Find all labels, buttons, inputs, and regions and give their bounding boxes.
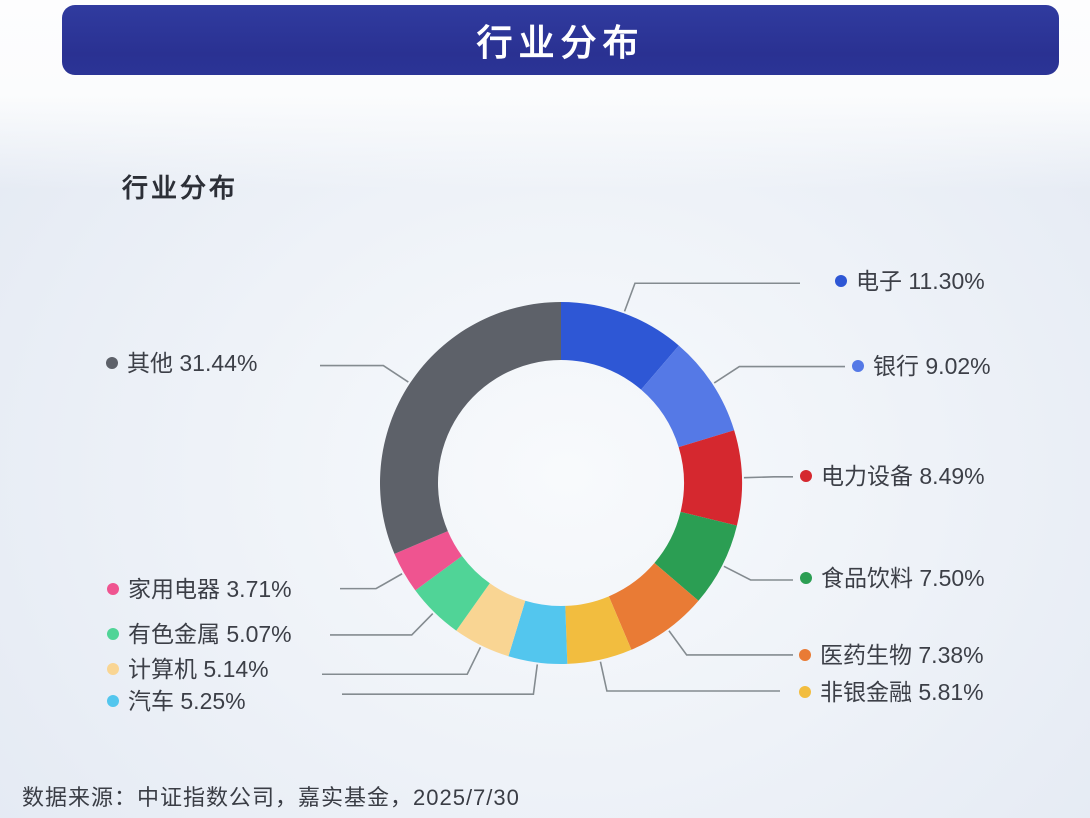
electronics-label: 电子 11.30% [856, 268, 985, 294]
slice-non-bank-finance[interactable] [565, 596, 632, 664]
slice-computer[interactable] [456, 583, 526, 657]
header-banner: 行业分布 [62, 5, 1059, 75]
slice-nonferrous-metals[interactable] [415, 555, 490, 631]
data-source: 数据来源：中证指数公司，嘉实基金，2025/7/30 [22, 785, 520, 810]
legend-item-food-beverage: 食品饮料 7.50% [800, 563, 985, 593]
leader-line-automobile [342, 664, 539, 696]
leader-line-home-appliance [340, 573, 403, 590]
leader-line-computer [322, 646, 482, 676]
automobile-dot-icon [107, 695, 119, 707]
legend-item-pharma-biotech: 医药生物 7.38% [799, 640, 984, 670]
non-bank-finance-label: 非银金融 5.81% [820, 679, 984, 705]
leader-line-nonferrous-metals [330, 613, 434, 636]
leader-line-non-bank-finance [599, 661, 780, 692]
pharma-biotech-dot-icon [799, 649, 811, 661]
leader-line-pharma-biotech [668, 630, 793, 656]
legend-item-electronics: 电子 11.30% [835, 266, 985, 296]
leader-line-food-beverage [723, 565, 793, 581]
home-appliance-label: 家用电器 3.71% [128, 576, 292, 602]
pharma-biotech-label: 医药生物 7.38% [820, 642, 984, 668]
legend-item-non-bank-finance: 非银金融 5.81% [799, 677, 984, 707]
computer-label: 计算机 5.14% [128, 656, 269, 682]
electronics-dot-icon [835, 275, 847, 287]
slice-food-beverage[interactable] [654, 511, 737, 601]
nonferrous-metals-dot-icon [107, 628, 119, 640]
bank-dot-icon [852, 360, 864, 372]
others-dot-icon [106, 357, 118, 369]
food-beverage-dot-icon [800, 572, 812, 584]
slice-bank[interactable] [641, 345, 735, 448]
legend-item-automobile: 汽车 5.25% [107, 686, 246, 716]
leader-line-bank [713, 365, 845, 384]
leader-line-others [320, 364, 409, 383]
slice-home-appliance[interactable] [394, 531, 462, 591]
slice-others[interactable] [380, 302, 561, 554]
slice-electronics[interactable] [561, 302, 679, 390]
chart-title: 行业分布 [122, 173, 239, 203]
leader-line-electronics [623, 282, 800, 312]
others-label: 其他 31.44% [127, 350, 258, 376]
computer-dot-icon [107, 663, 119, 675]
bank-label: 银行 9.02% [873, 353, 991, 379]
slice-automobile[interactable] [508, 600, 568, 664]
legend-item-bank: 银行 9.02% [852, 351, 991, 381]
legend-item-computer: 计算机 5.14% [107, 654, 269, 684]
food-beverage-label: 食品饮料 7.50% [821, 565, 985, 591]
legend-item-power-equipment: 电力设备 8.49% [800, 461, 985, 491]
nonferrous-metals-label: 有色金属 5.07% [128, 621, 292, 647]
home-appliance-dot-icon [107, 583, 119, 595]
legend-item-nonferrous-metals: 有色金属 5.07% [107, 619, 292, 649]
power-equipment-dot-icon [800, 470, 812, 482]
non-bank-finance-dot-icon [799, 686, 811, 698]
header-title: 行业分布 [476, 22, 645, 63]
automobile-label: 汽车 5.25% [128, 688, 246, 714]
slice-power-equipment[interactable] [678, 430, 743, 526]
legend-item-others: 其他 31.44% [106, 348, 257, 378]
leader-line-power-equipment [743, 476, 793, 479]
slice-pharma-biotech[interactable] [608, 563, 699, 650]
legend-item-home-appliance: 家用电器 3.71% [107, 574, 292, 604]
power-equipment-label: 电力设备 8.49% [821, 463, 985, 489]
